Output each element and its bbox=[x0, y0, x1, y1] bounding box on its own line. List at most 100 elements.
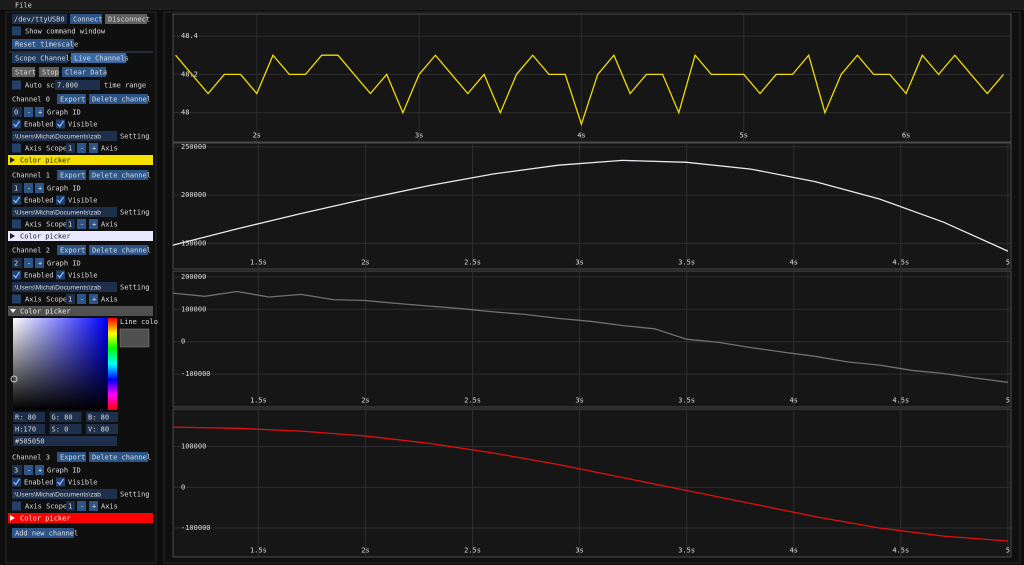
checkbox[interactable] bbox=[56, 195, 65, 205]
checkbox[interactable] bbox=[12, 119, 21, 129]
color-field-frame[interactable] bbox=[13, 424, 45, 434]
path: :\Users\Micha\Documents\zab bbox=[13, 209, 101, 216]
color-field-frame[interactable] bbox=[86, 412, 118, 422]
checkbox[interactable] bbox=[12, 80, 21, 90]
axis-minus-bg[interactable] bbox=[77, 294, 86, 304]
delete-channel-bg[interactable] bbox=[89, 452, 148, 462]
color-field: B: 80 bbox=[88, 414, 109, 422]
color-field-frame[interactable] bbox=[13, 412, 45, 422]
disconnect-bg[interactable] bbox=[105, 14, 147, 24]
checkbox[interactable] bbox=[56, 119, 65, 129]
delete-channel-bg[interactable] bbox=[89, 94, 148, 104]
clear-data-bg[interactable] bbox=[62, 67, 106, 77]
label: Visible bbox=[68, 479, 98, 487]
x-tick-label: 3s bbox=[575, 259, 583, 267]
delete-channel: Delete channel bbox=[92, 172, 151, 180]
label: Graph ID bbox=[47, 260, 81, 268]
x-tick-label: 3.5s bbox=[678, 259, 695, 267]
axis-value-frame[interactable] bbox=[66, 294, 75, 304]
connect: Connect bbox=[73, 16, 103, 24]
axis-value-frame[interactable] bbox=[66, 143, 75, 153]
graph-id-frame[interactable] bbox=[12, 107, 22, 117]
x-tick-label: 2.5s bbox=[464, 547, 481, 555]
axis-minus: - bbox=[80, 221, 84, 229]
add-channel-bg[interactable] bbox=[12, 528, 74, 538]
port-frame[interactable] bbox=[12, 14, 67, 24]
path-frame[interactable] bbox=[12, 131, 117, 141]
checkbox[interactable] bbox=[12, 294, 21, 304]
color-field-frame[interactable] bbox=[49, 412, 82, 422]
axis-plus-bg[interactable] bbox=[89, 219, 98, 229]
path-frame[interactable] bbox=[12, 282, 117, 292]
axis-minus-bg[interactable] bbox=[77, 143, 86, 153]
path-frame[interactable] bbox=[12, 207, 117, 217]
checkbox[interactable] bbox=[12, 501, 21, 511]
graph-id-frame[interactable] bbox=[12, 258, 22, 268]
series-line bbox=[172, 290, 1008, 383]
checkbox[interactable] bbox=[12, 477, 21, 487]
graph-minus-bg[interactable] bbox=[24, 465, 33, 475]
checkbox[interactable] bbox=[12, 143, 21, 153]
menu-file[interactable]: File bbox=[15, 2, 32, 10]
axis-value-frame[interactable] bbox=[66, 501, 75, 511]
x-tick-label: 4.5s bbox=[892, 547, 909, 555]
time-range-frame[interactable] bbox=[55, 80, 100, 90]
graph-minus-bg[interactable] bbox=[24, 183, 33, 193]
label: Axis bbox=[101, 503, 118, 511]
disconnect: Disconnect bbox=[108, 16, 150, 24]
graph-id-frame[interactable] bbox=[12, 183, 22, 193]
color-field-frame[interactable] bbox=[49, 424, 82, 434]
menu-bar bbox=[0, 0, 1024, 10]
graph-plus-bg[interactable] bbox=[35, 465, 44, 475]
color-picker-header[interactable] bbox=[8, 155, 153, 165]
graph-minus-bg[interactable] bbox=[24, 258, 33, 268]
label: Axis Scope bbox=[25, 221, 67, 229]
axis-plus-bg[interactable] bbox=[89, 143, 98, 153]
checkbox[interactable] bbox=[12, 219, 21, 229]
axis-minus-bg[interactable] bbox=[77, 219, 86, 229]
label: Enabled bbox=[24, 197, 54, 205]
color-field: S: 0 bbox=[52, 426, 69, 434]
export-bg[interactable] bbox=[57, 170, 86, 180]
hex-field-frame[interactable] bbox=[13, 436, 117, 446]
delete-channel-bg[interactable] bbox=[89, 245, 148, 255]
series-line bbox=[172, 426, 1008, 542]
tab-bg[interactable] bbox=[12, 53, 68, 63]
checkbox[interactable] bbox=[12, 26, 21, 36]
color-field-frame[interactable] bbox=[86, 424, 118, 434]
color-picker-header[interactable] bbox=[8, 231, 153, 241]
start-bg[interactable] bbox=[12, 67, 35, 77]
checkbox[interactable] bbox=[56, 477, 65, 487]
color-picker-header[interactable] bbox=[8, 513, 153, 523]
tab-bg[interactable] bbox=[71, 53, 126, 63]
axis-value: 1 bbox=[68, 221, 72, 229]
graph-plus-bg[interactable] bbox=[35, 107, 44, 117]
reset-timescale-bg[interactable] bbox=[12, 39, 74, 49]
checkbox[interactable] bbox=[12, 195, 21, 205]
connect-bg[interactable] bbox=[70, 14, 102, 24]
x-tick-label: 4.5s bbox=[892, 259, 909, 267]
export-bg[interactable] bbox=[57, 452, 86, 462]
graph-id-frame[interactable] bbox=[12, 465, 22, 475]
delete-channel-bg[interactable] bbox=[89, 170, 148, 180]
axis-minus: - bbox=[80, 503, 84, 511]
axis-minus-bg[interactable] bbox=[77, 501, 86, 511]
axis-plus-bg[interactable] bbox=[89, 501, 98, 511]
checkbox[interactable] bbox=[56, 270, 65, 280]
channel-title: Channel 2 bbox=[12, 247, 50, 255]
graph-plus-bg[interactable] bbox=[35, 258, 44, 268]
export-bg[interactable] bbox=[57, 245, 86, 255]
graph-plus-bg[interactable] bbox=[35, 183, 44, 193]
checkbox[interactable] bbox=[12, 270, 21, 280]
stop-bg[interactable] bbox=[39, 67, 59, 77]
axis-value-frame[interactable] bbox=[66, 219, 75, 229]
axis-value: 1 bbox=[68, 145, 72, 153]
path-frame[interactable] bbox=[12, 489, 117, 499]
axis-plus-bg[interactable] bbox=[89, 294, 98, 304]
graph-minus-bg[interactable] bbox=[24, 107, 33, 117]
hue-bar[interactable] bbox=[108, 318, 117, 410]
export-bg[interactable] bbox=[57, 94, 86, 104]
checkmark bbox=[12, 271, 21, 279]
color-picker-header[interactable] bbox=[8, 306, 153, 316]
stop: Stop bbox=[42, 69, 59, 77]
